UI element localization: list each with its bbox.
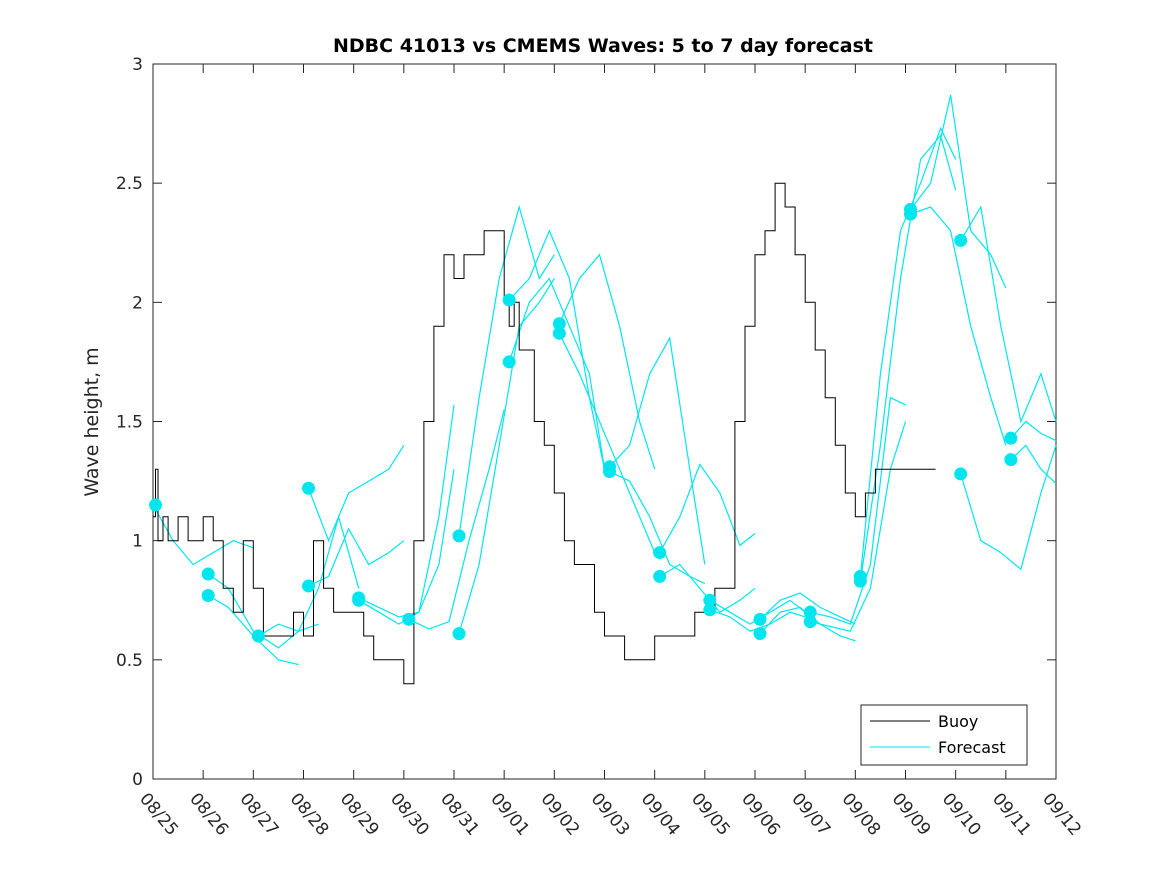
legend-box	[860, 704, 1028, 766]
forecast-marker	[703, 603, 717, 617]
forecast-line	[458, 278, 555, 634]
legend-forecast-label: Forecast	[938, 738, 1006, 757]
forecast-marker	[653, 569, 667, 583]
y-tick-label: 1	[132, 532, 143, 552]
forecast-marker	[149, 498, 163, 512]
forecast-line	[910, 206, 1007, 446]
forecast-marker	[452, 627, 466, 641]
forecast-line	[1010, 420, 1057, 442]
forecast-marker	[201, 567, 215, 581]
forecast-line	[307, 444, 405, 543]
y-tick-label: 0.5	[116, 651, 143, 671]
forecast-line	[308, 527, 405, 587]
forecast-line	[458, 204, 555, 536]
forecast-marker	[904, 207, 918, 221]
forecast-line	[910, 94, 1007, 289]
forecast-marker	[302, 481, 316, 495]
forecast-line	[659, 463, 756, 553]
forecast-line	[810, 421, 907, 632]
forecast-marker	[954, 467, 968, 481]
y-axis-label: Wave height, m	[81, 347, 103, 496]
forecast-marker	[452, 529, 466, 543]
chart-title: NDBC 41013 vs CMEMS Waves: 5 to 7 day fo…	[333, 35, 873, 57]
forecast-line	[558, 253, 656, 470]
buoy-line	[153, 182, 936, 685]
forecast-line	[408, 409, 505, 630]
forecast-marker	[552, 326, 566, 340]
forecast-line	[508, 229, 606, 470]
legend-buoy-label: Buoy	[938, 712, 978, 731]
forecast-marker	[803, 615, 817, 629]
forecast-line	[558, 333, 656, 553]
forecast-marker	[1004, 431, 1018, 445]
y-tick-label: 0	[132, 770, 143, 790]
forecast-marker	[402, 612, 416, 626]
y-tick-label: 2.5	[116, 174, 143, 194]
forecast-marker	[302, 579, 316, 593]
forecast-line	[207, 573, 319, 649]
forecast-line	[960, 205, 1057, 424]
forecast-marker	[853, 574, 867, 588]
forecast-line	[258, 514, 360, 637]
forecast-line	[960, 445, 1057, 571]
forecast-marker	[201, 588, 215, 602]
forecast-line	[508, 277, 606, 470]
forecast-marker	[653, 546, 667, 560]
forecast-line	[152, 504, 254, 566]
forecast-marker	[603, 465, 617, 479]
forecast-marker	[502, 293, 516, 307]
forecast-marker	[1004, 453, 1018, 467]
y-tick-label: 3	[132, 55, 143, 75]
legend: Buoy Forecast	[860, 704, 1028, 766]
forecast-line	[1010, 444, 1057, 484]
forecast-marker	[352, 593, 366, 607]
forecast-marker	[954, 233, 968, 247]
forecast-marker	[552, 317, 566, 331]
forecast-line	[609, 471, 706, 585]
forecast-marker	[753, 627, 767, 641]
forecast-line	[810, 396, 906, 625]
forecast-marker	[753, 612, 767, 626]
forecast-marker	[703, 593, 717, 607]
y-tick-label: 2	[132, 293, 143, 313]
forecast-marker	[803, 605, 817, 619]
forecast-marker	[502, 355, 516, 369]
y-tick-label: 1.5	[116, 413, 143, 433]
forecast-line	[759, 592, 856, 625]
forecast-marker	[251, 629, 265, 643]
